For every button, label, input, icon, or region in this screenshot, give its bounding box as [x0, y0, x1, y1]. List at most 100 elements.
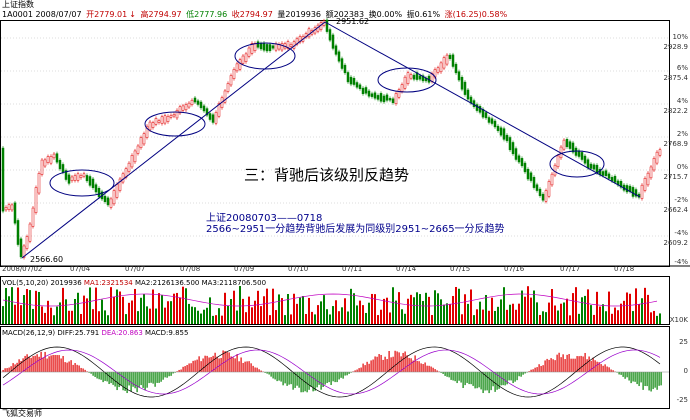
candle-body [532, 177, 536, 188]
volume-bar [410, 294, 412, 324]
annotation-main: 三：背驰后该级别反趋势 [244, 166, 410, 184]
candle-body [196, 100, 200, 105]
candle-body [19, 238, 23, 258]
macd-histogram-bar [438, 371, 440, 372]
macd-histogram-bar [484, 372, 486, 391]
macd-histogram-bar [286, 372, 288, 386]
macd-histogram-bar [470, 372, 472, 385]
macd-histogram-bar [618, 372, 620, 375]
macd-histogram-bar [244, 361, 246, 372]
macd-histogram-bar [256, 367, 258, 372]
y-tick: 2928.9 [663, 43, 689, 51]
volume-bar [611, 313, 613, 324]
candle-body [265, 44, 269, 52]
volume-bar [332, 306, 334, 324]
macd-histogram-bar [388, 350, 390, 372]
turnover-value: 换0.00% [368, 10, 403, 19]
candle-body [436, 67, 440, 73]
macd-histogram-bar [194, 360, 196, 372]
candle-body [499, 127, 503, 136]
macd-histogram-bar [200, 361, 202, 372]
macd-histogram-bar [442, 372, 444, 374]
macd-histogram-bar [512, 372, 514, 384]
macd-histogram-bar [102, 372, 104, 383]
volume-bar [101, 299, 103, 324]
volume-value: 量2019936 [277, 10, 322, 19]
macd-dea: DEA:20.863 [101, 329, 143, 337]
x-tick: 07/07 [125, 265, 146, 273]
volume-bar [617, 310, 619, 324]
volume-bar [164, 307, 166, 324]
volume-bar [95, 287, 97, 324]
macd-histogram-bar [514, 372, 516, 382]
macd-indicator-bar: MACD(26,12,9) DIFF:25.791 DEA:20.863 MAC… [2, 328, 188, 338]
volume-bar [272, 288, 274, 324]
macd-histogram-bar [344, 372, 346, 376]
candle-body [103, 195, 107, 202]
macd-diff: DIFF:25.791 [57, 329, 100, 337]
candlestick-series [1, 17, 662, 260]
volume-bar [557, 310, 559, 324]
volume-bar [650, 312, 652, 324]
volume-bar [638, 304, 640, 324]
candle-body [205, 108, 209, 116]
candle-body [271, 45, 275, 49]
macd-histogram-bar [16, 362, 18, 372]
candle-body [214, 112, 218, 124]
macd-histogram-bar [488, 372, 490, 394]
macd-histogram-bar [70, 360, 72, 372]
candle-body [457, 71, 461, 81]
macd-histogram-bar [186, 365, 188, 372]
volume-bar [449, 303, 451, 324]
candle-body [472, 100, 476, 107]
volume-bar [380, 309, 382, 324]
macd-histogram-bar [170, 372, 172, 376]
candle-body [364, 87, 368, 94]
candle-body [79, 175, 83, 178]
macd-histogram-bar [120, 372, 122, 386]
candle-body [247, 47, 251, 57]
macd-histogram-bar [658, 372, 660, 386]
volume-bar [299, 297, 301, 324]
volume-ma2: MA2:2126136.500 [134, 279, 200, 287]
macd-histogram-bar [310, 372, 312, 388]
y-tick: 2822.2 [663, 107, 689, 115]
x-tick: 07/08 [180, 265, 201, 273]
volume-bar [23, 295, 25, 324]
volume-bar [107, 315, 109, 324]
volume-bar [290, 314, 292, 324]
volume-bar [143, 294, 145, 324]
macd-histogram-bar [370, 360, 372, 372]
macd-histogram-bar [324, 372, 326, 385]
candle-body [184, 104, 188, 111]
macd-histogram-bar [306, 372, 308, 393]
macd-histogram-bar [532, 369, 534, 372]
macd-histogram-bar [348, 372, 350, 374]
volume-bar [257, 290, 259, 324]
macd-histogram-bar [278, 372, 280, 381]
candle-body [409, 74, 413, 79]
macd-histogram-bar [140, 372, 142, 386]
volume-bar [473, 315, 475, 324]
macd-histogram-bar [412, 360, 414, 372]
volume-bar [494, 310, 496, 324]
macd-histogram-bar [182, 366, 184, 372]
macd-histogram-bar [622, 372, 624, 377]
volume-bar [641, 298, 643, 324]
volume-bar [518, 303, 520, 324]
macd-histogram-bar [448, 372, 450, 378]
macd-histogram-bar [358, 368, 360, 372]
macd-histogram-bar [610, 369, 612, 372]
volume-bar [590, 305, 592, 324]
x-tick: 07/16 [504, 265, 525, 273]
macd-histogram-bar [500, 372, 502, 386]
amplitude-value: 振0.61% [406, 10, 441, 19]
macd-histogram-bar [204, 355, 206, 372]
volume-bar [341, 307, 343, 324]
annotation-line2: 2566~2951一分趋势背驰后发展为同级别2951~2665一分反趋势 [206, 224, 505, 235]
volume-bar [470, 289, 472, 324]
candle-body [58, 159, 62, 170]
candle-body [238, 59, 242, 70]
